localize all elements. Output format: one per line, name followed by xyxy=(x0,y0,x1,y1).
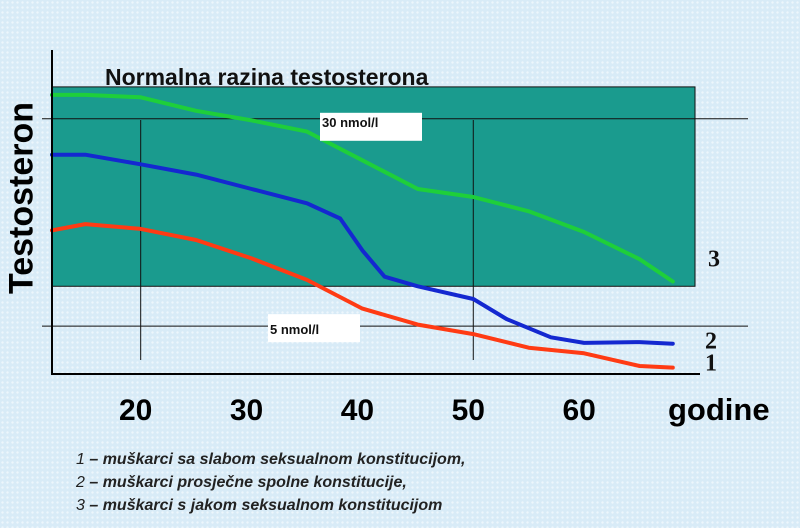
y-axis-label: Testosteron xyxy=(2,101,41,295)
legend: 1 – muškarci sa slabom seksualnom konsti… xyxy=(76,448,466,517)
reference-label-2: 5 nmol/l xyxy=(270,322,319,337)
legend-num: 2 xyxy=(76,474,85,491)
x-axis-label: godine xyxy=(668,392,770,427)
x-tick-30: 30 xyxy=(230,394,263,427)
legend-num: 3 xyxy=(76,497,85,514)
reference-label-1: 30 nmol/l xyxy=(322,115,378,130)
gridlines xyxy=(140,120,474,360)
legend-item-3: 3 – muškarci s jakom seksualnom konstitu… xyxy=(76,494,466,517)
x-tick-60: 60 xyxy=(562,394,595,427)
reference-label-box-2 xyxy=(268,314,360,343)
x-tick-labels: 20 30 40 50 60 xyxy=(119,394,596,427)
series-lines xyxy=(50,92,675,370)
legend-text: – muškarci s jakom seksualnom konstituci… xyxy=(84,497,443,514)
legend-text: – muškarci sa slabom seksualnom konstitu… xyxy=(84,451,466,468)
x-tick-20: 20 xyxy=(119,394,152,427)
legend-text: – muškarci prosječne spolne konstitucije… xyxy=(84,474,407,491)
reference-label-box-1 xyxy=(320,112,422,141)
series-labels: 12 3 xyxy=(705,246,720,376)
series-line-1 xyxy=(50,222,675,370)
series-label-3: 3 xyxy=(708,246,720,272)
x-tick-50: 50 xyxy=(452,394,485,427)
legend-num: 1 xyxy=(76,451,85,468)
legend-item-2: 2 – muškarci prosječne spolne konstituci… xyxy=(76,471,466,494)
series-line-2 xyxy=(50,152,675,346)
legend-item-1: 1 – muškarci sa slabom seksualnom konsti… xyxy=(76,448,466,471)
chart-title: Normalna razina testosterona xyxy=(105,64,429,90)
series-label-1: 1 xyxy=(705,351,717,377)
x-tick-40: 40 xyxy=(341,394,374,427)
reference-labels: 30 nmol/l 5 nmol/l xyxy=(268,112,422,343)
series-line-3 xyxy=(50,92,675,284)
series-label-2: 2 xyxy=(705,329,717,355)
